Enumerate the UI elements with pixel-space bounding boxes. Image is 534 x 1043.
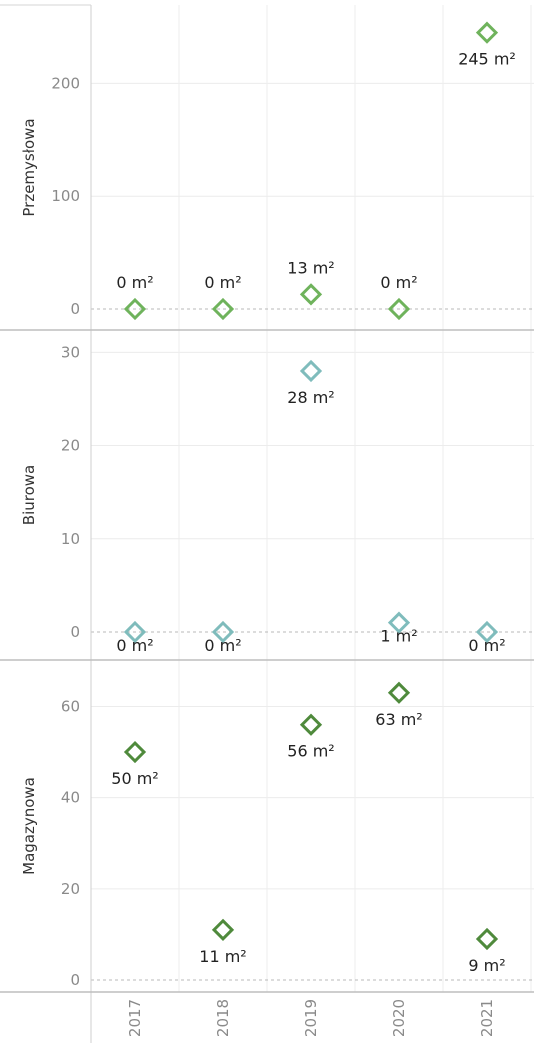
data-label: 245 m² <box>458 50 516 69</box>
panel-przemysłowa: 0 100 200 Przemysłowa 0 m² 0 m² 13 m² 0 m² 245 m… <box>20 21 534 321</box>
data-point-marker <box>475 21 499 44</box>
x-tick-label: 2017 <box>126 999 144 1037</box>
panel-magazynowa: 0 20 40 60 Magazynowa 50 m² 11 m² 56 m² 63 m² 9 m… <box>20 681 534 989</box>
data-label: 9 m² <box>468 956 505 975</box>
data-label: 0 m² <box>116 273 153 292</box>
x-tick-label: 2019 <box>302 999 320 1037</box>
data-point-marker <box>475 620 499 644</box>
y-tick-label: 0 <box>70 623 80 641</box>
panel-title: Przemysłowa <box>20 118 38 216</box>
y-tick-label: 100 <box>51 187 80 205</box>
data-point-marker <box>123 620 147 644</box>
data-point-marker <box>387 681 411 704</box>
data-point-marker <box>299 713 323 736</box>
y-tick-label: 0 <box>70 300 80 318</box>
data-label: 0 m² <box>204 636 241 655</box>
y-tick-label: 40 <box>61 789 80 807</box>
data-point-marker <box>387 297 411 321</box>
x-tick-label: 2021 <box>478 999 496 1037</box>
y-tick-label: 60 <box>61 697 80 715</box>
data-point-marker <box>299 283 323 306</box>
data-label: 0 m² <box>468 636 505 655</box>
data-label: 0 m² <box>204 273 241 292</box>
data-label: 0 m² <box>380 273 417 292</box>
y-tick-label: 10 <box>61 530 80 548</box>
data-label: 63 m² <box>375 710 422 729</box>
data-label: 56 m² <box>287 742 334 761</box>
panel-title: Magazynowa <box>20 777 38 875</box>
data-point-marker <box>123 740 147 764</box>
data-label: 13 m² <box>287 258 334 277</box>
data-point-marker <box>211 297 235 321</box>
y-tick-label: 20 <box>61 437 80 455</box>
y-tick-label: 30 <box>61 343 80 361</box>
data-point-marker <box>211 918 235 941</box>
data-point-marker <box>475 927 499 951</box>
data-label: 50 m² <box>111 769 158 788</box>
data-label: 1 m² <box>380 627 417 646</box>
x-tick-label: 2018 <box>214 999 232 1037</box>
panel-biurowa: 0 10 20 30 Biurowa 0 m² 0 m² 28 m² 1 m² 0 m² <box>20 343 534 655</box>
data-label: 28 m² <box>287 388 334 407</box>
y-tick-label: 200 <box>51 74 80 92</box>
y-tick-label: 0 <box>70 971 80 989</box>
data-label: 11 m² <box>199 947 246 966</box>
data-point-marker <box>299 359 323 383</box>
data-point-marker <box>387 611 411 634</box>
data-point-marker <box>123 297 147 321</box>
data-point-marker <box>211 620 235 644</box>
data-label: 0 m² <box>116 636 153 655</box>
x-tick-label: 2020 <box>390 999 408 1037</box>
y-tick-label: 20 <box>61 880 80 898</box>
panel-title: Biurowa <box>20 465 38 525</box>
